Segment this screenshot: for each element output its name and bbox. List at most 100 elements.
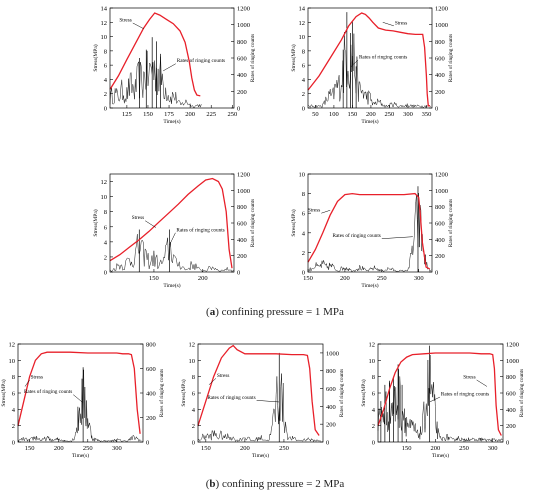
- annotation-label-0: Stress: [395, 20, 407, 26]
- x-axis-title: Time(s): [432, 452, 449, 459]
- y2-axis-title: Rates of ringing counts: [249, 34, 256, 82]
- x-tick-label: 300: [488, 445, 498, 452]
- annotation-leader-0: [476, 379, 488, 387]
- y-tick-label: 2: [302, 91, 305, 98]
- y2-axis-title: Rates of ringing counts: [249, 199, 256, 247]
- y2-tick-label: 400: [506, 407, 516, 414]
- y2-axis-title: Rates of ringing counts: [447, 34, 454, 82]
- x-tick-label: 250: [377, 275, 387, 282]
- y-tick-label: 6: [12, 391, 16, 398]
- y-tick-label: 12: [299, 20, 306, 27]
- x-tick-label: 200: [185, 111, 195, 118]
- x-tick-label: 200: [54, 445, 64, 452]
- annotation-leader-0: [382, 22, 394, 27]
- x-axis-title: Time(s): [361, 118, 378, 125]
- y-tick-label: 4: [302, 77, 306, 84]
- annotation-leader-1: [350, 59, 359, 67]
- y-tick-label: 2: [372, 423, 375, 430]
- y-tick-label: 6: [192, 391, 196, 398]
- stress-series-line: [109, 12, 201, 97]
- y2-tick-label: 0: [237, 270, 240, 277]
- stress-series-line: [307, 12, 431, 107]
- y-tick-label: 2: [104, 254, 107, 261]
- y-tick-label: 4: [192, 407, 196, 414]
- y2-tick-label: 600: [237, 221, 247, 228]
- y-tick-label: 10: [369, 358, 376, 365]
- y-axis-title: Stress(MPa): [180, 379, 187, 406]
- y-axis-title: Stress(MPa): [290, 44, 297, 71]
- caption-a: (a) confining pressure = 1 MPa: [206, 306, 344, 318]
- ringing-series-line: [377, 354, 503, 443]
- y-tick-label: 14: [101, 6, 108, 13]
- y-tick-label: 10: [299, 172, 306, 179]
- y2-tick-label: 1200: [506, 342, 519, 349]
- y2-tick-label: 200: [237, 253, 247, 260]
- annotation-label-0: Stress: [119, 18, 131, 24]
- annotation-leader-1: [381, 236, 413, 239]
- x-tick-label: 250: [459, 445, 469, 452]
- annotation-leader-0: [321, 210, 331, 214]
- y-tick-label: 2: [302, 250, 305, 257]
- y2-tick-label: 0: [237, 106, 240, 113]
- chart-b2: 0 2 4 6 8 10 12 0 200 400 600 800 1000 150 200 250 Time(…: [180, 342, 345, 460]
- annotation-leader-1: [163, 63, 176, 72]
- y-tick-label: 12: [189, 342, 196, 349]
- x-axis-title: Time(s): [361, 282, 378, 289]
- chart-a1: 0 2 4 6 8 10 12 14 0 200 400 600 800 1000 1200 125 150 17…: [92, 6, 256, 126]
- y-tick-label: 8: [302, 48, 305, 55]
- y2-axis-title: Rates of ringing counts: [338, 369, 345, 417]
- y-tick-label: 6: [302, 211, 306, 218]
- y2-tick-label: 800: [435, 39, 445, 46]
- y-tick-label: 8: [302, 191, 305, 198]
- y2-tick-label: 200: [146, 415, 156, 422]
- y-axis-title: Stress(MPa): [290, 209, 297, 236]
- y2-axis-title: Rates of ringing counts: [518, 369, 525, 417]
- y2-tick-label: 1200: [435, 6, 448, 13]
- y2-tick-label: 400: [326, 404, 336, 411]
- y2-tick-label: 1200: [435, 172, 448, 179]
- x-tick-label: 150: [25, 445, 35, 452]
- y2-tick-label: 200: [435, 89, 445, 96]
- annotation-label-1: Rates of ringing counts: [333, 232, 381, 239]
- annotation-leader-0: [145, 220, 157, 228]
- y-tick-label: 8: [104, 48, 107, 55]
- y-tick-label: 6: [104, 63, 108, 70]
- x-tick-label: 300: [112, 445, 122, 452]
- y-tick-label: 14: [299, 6, 306, 13]
- y-tick-label: 6: [302, 63, 306, 70]
- y2-tick-label: 0: [146, 440, 149, 447]
- y-tick-label: 10: [189, 358, 196, 365]
- caption-b-text: confining pressure = 2 MPa: [219, 478, 345, 490]
- caption-b-letter: b: [209, 478, 216, 490]
- annotation-label-1: Rates of ringing counts: [359, 54, 407, 61]
- stress-series-line: [17, 351, 141, 434]
- y2-tick-label: 1200: [237, 172, 250, 179]
- x-tick-label: 200: [340, 275, 350, 282]
- y-axis-title: Stress(MPa): [360, 379, 367, 406]
- y-tick-label: 12: [369, 342, 376, 349]
- caption-a-text: confining pressure = 1 MPa: [218, 306, 344, 318]
- y-tick-label: 4: [104, 77, 108, 84]
- y2-tick-label: 1200: [237, 6, 250, 13]
- stress-series-line: [109, 177, 233, 269]
- annotation-label-0: Stress: [217, 373, 229, 379]
- y2-tick-label: 1000: [237, 22, 250, 29]
- y2-tick-label: 400: [237, 237, 247, 244]
- annotation-label-1: Rates of ringing counts: [177, 57, 225, 64]
- y2-tick-label: 600: [237, 56, 247, 63]
- stress-series-line: [307, 192, 431, 270]
- y-tick-label: 6: [372, 391, 376, 398]
- y-tick-label: 0: [302, 106, 305, 113]
- y-tick-label: 4: [302, 230, 306, 237]
- chart-a4: 0 2 4 6 8 10 0 200 400 600 800 1000 1200 150 200 250 300…: [290, 172, 454, 290]
- ringing-series-line: [307, 32, 431, 109]
- x-axis-title: Time(s): [72, 452, 89, 459]
- y2-tick-label: 1000: [506, 358, 519, 365]
- y2-tick-label: 1000: [237, 188, 250, 195]
- y2-tick-label: 0: [326, 440, 329, 447]
- chart-a3: 0 2 4 6 8 10 12 0 200 400 600 800 1000 1200 150 200 Time…: [92, 172, 256, 290]
- y-tick-label: 6: [104, 224, 108, 231]
- annotation-label-0: Stress: [463, 374, 475, 380]
- y-tick-label: 2: [192, 423, 195, 430]
- annotation-leader-1: [73, 394, 84, 403]
